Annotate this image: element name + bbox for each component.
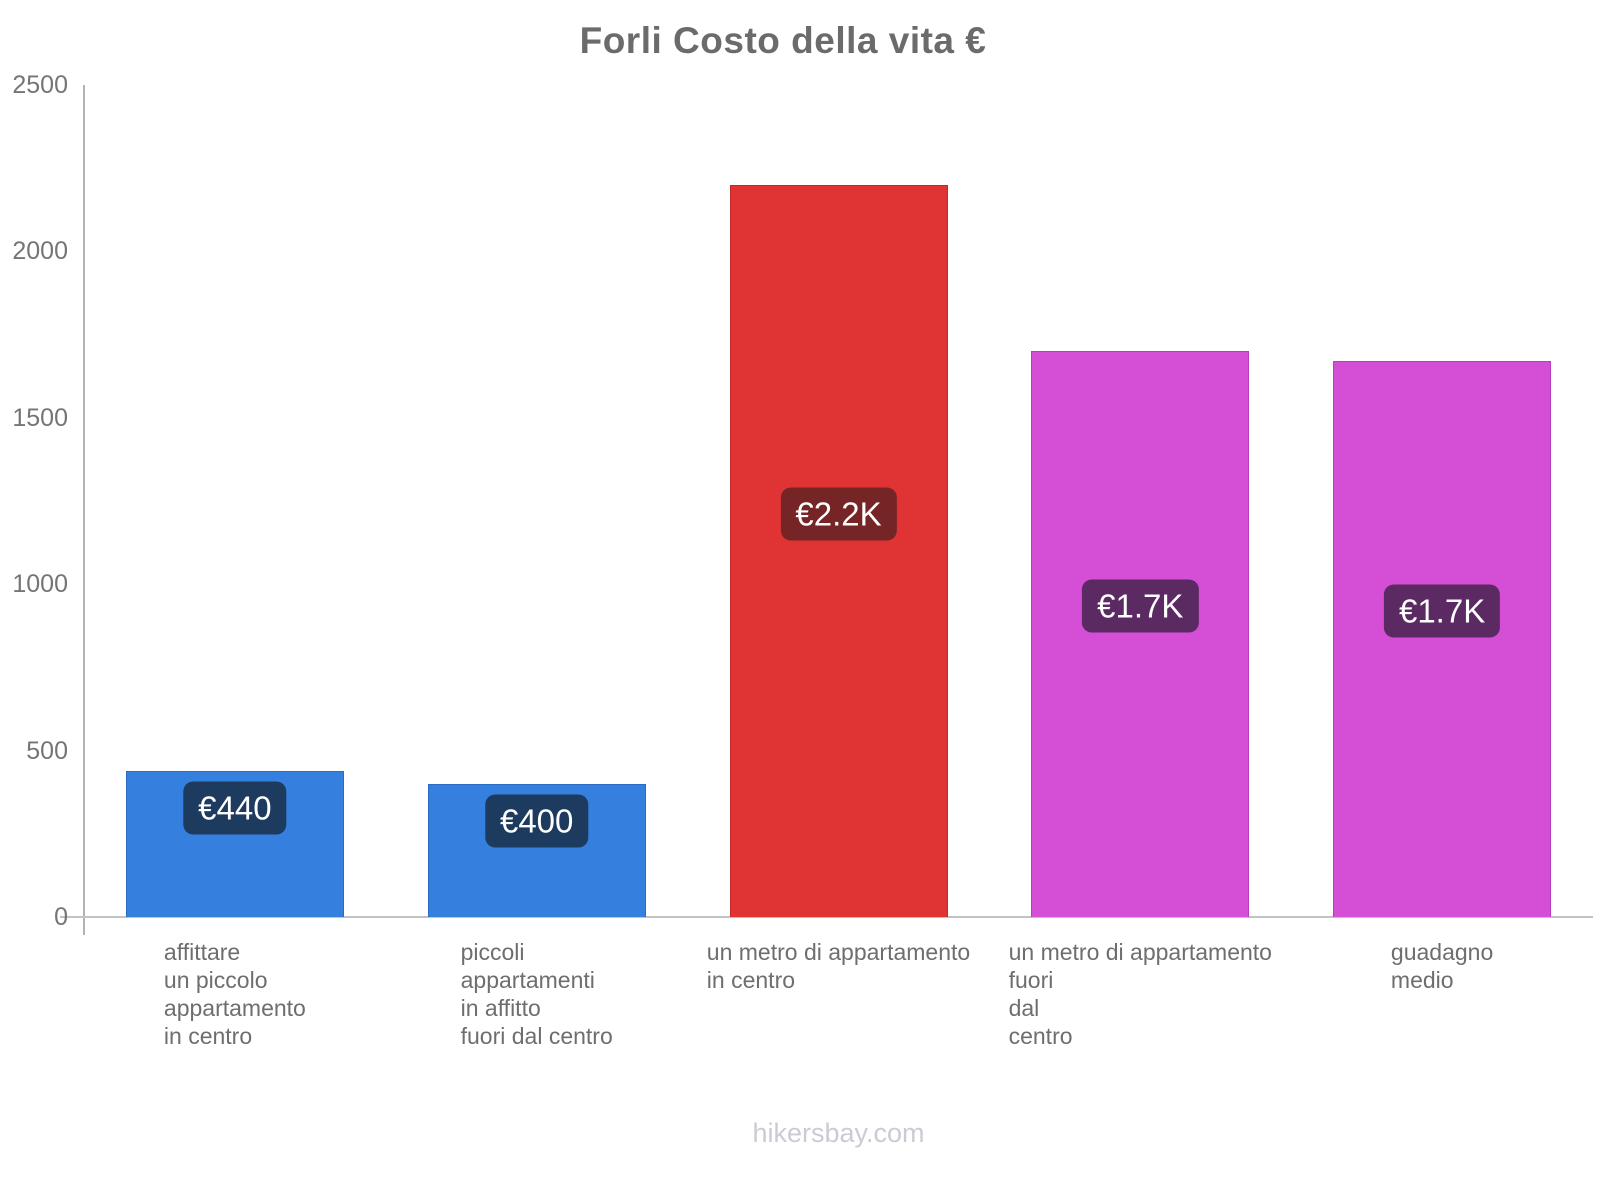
bar-value-badge: €1.7K <box>1383 584 1501 638</box>
x-axis-category-label-line: in centro <box>706 967 796 993</box>
x-axis-category-label-line: in centro <box>163 1023 253 1049</box>
bar-value-badge: €1.7K <box>1082 579 1199 633</box>
bar-value-badge: €440 <box>183 781 287 835</box>
x-axis-category-label-line: guadagno <box>1390 939 1494 965</box>
x-axis-category-label-line: piccoli <box>460 939 525 965</box>
watermark-hikersbay: hikersbay.com <box>752 1118 925 1148</box>
y-axis-tick-label: 2500 <box>12 71 68 99</box>
y-axis-tick-label: 500 <box>26 736 68 765</box>
x-axis-category-label-line: un metro di appartamento <box>1008 939 1272 965</box>
x-axis-category-label: affittare un piccolo appartamento in centro <box>164 938 306 1050</box>
x-axis-category-label-line: dal <box>1008 995 1040 1021</box>
x-axis-category-label-line: appartamento <box>163 995 306 1021</box>
bar <box>729 184 948 917</box>
x-axis-category-label-line: appartamenti <box>460 967 595 993</box>
x-axis-category-label-line: fuori <box>1008 967 1054 993</box>
bar <box>1333 361 1552 917</box>
x-axis-category-label-line: un piccolo <box>163 967 268 993</box>
x-axis-category-label-line: fuori dal centro <box>460 1023 613 1049</box>
x-axis-category-label-line: un metro di appartamento <box>706 939 971 965</box>
y-axis-tick-label: 1500 <box>12 403 68 432</box>
chart-title: Forli Costo della vita € <box>579 20 987 61</box>
y-axis-tick-label: 1000 <box>12 570 68 599</box>
bar-value-badge: €400 <box>484 794 589 848</box>
bar-value-badge: €2.2K <box>780 487 897 541</box>
x-axis-category-label-line: in affitto <box>460 995 541 1021</box>
x-axis-category-label-line: affittare <box>163 939 241 965</box>
y-axis-tick-label: 0 <box>54 903 68 931</box>
x-axis-line <box>60 916 1593 918</box>
x-axis-category-label-line: medio <box>1390 967 1454 993</box>
y-axis-line <box>83 85 85 935</box>
x-axis-category-label: piccoli appartamenti in affitto fuori dal c… <box>461 938 613 1050</box>
x-axis-category-label: un metro di appartamento in centro <box>707 938 970 994</box>
x-axis-category-label: guadagno medio <box>1391 938 1493 994</box>
x-axis-category-label: un metro di appartamento fuori dal centro <box>1009 938 1272 1050</box>
x-axis-category-label-line: centro <box>1008 1023 1073 1049</box>
bar <box>1031 351 1250 917</box>
y-axis-tick-label: 2000 <box>12 237 68 266</box>
